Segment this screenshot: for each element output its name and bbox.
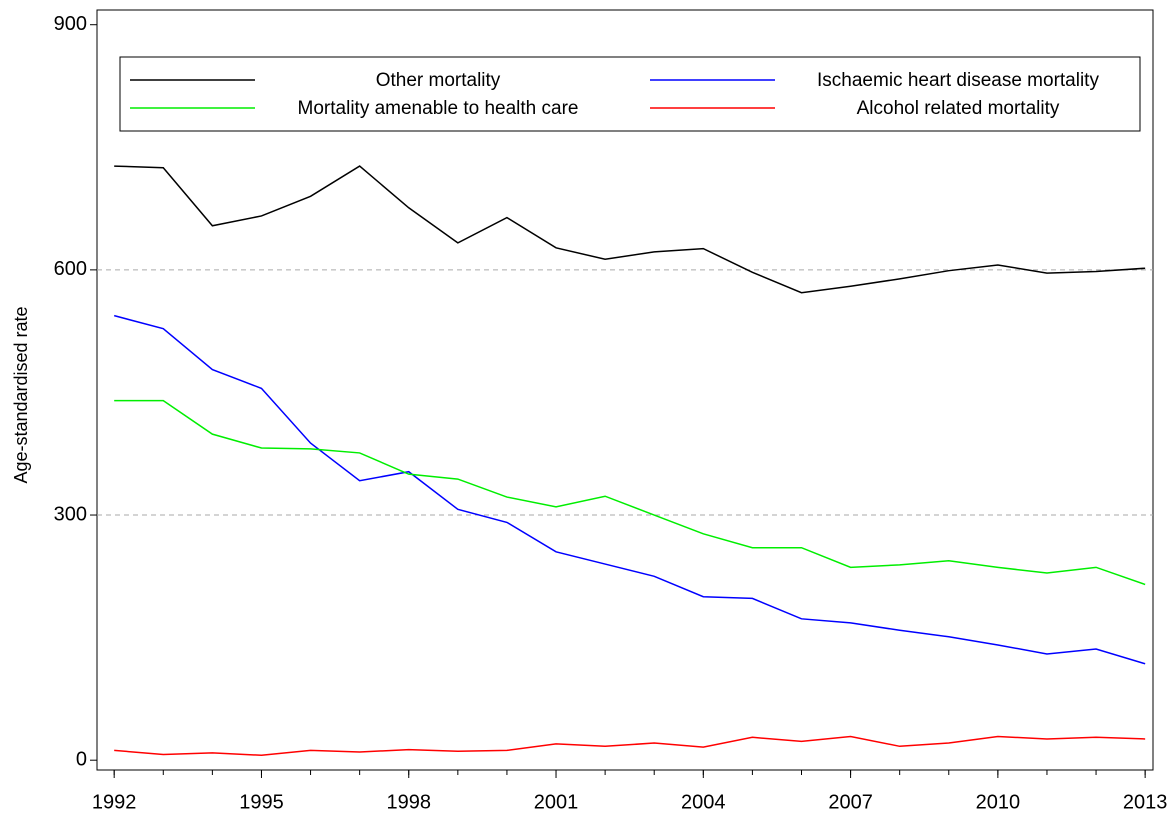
line-series [114, 399, 1146, 586]
x-tick-label: 2004 [681, 791, 726, 813]
y-axis-label: Age-standardised rate [11, 306, 31, 483]
line-series [113, 314, 1146, 665]
x-tick-label: 1998 [386, 791, 431, 813]
x-tick-label: 1992 [92, 791, 137, 813]
x-tick-label: 2001 [534, 791, 579, 813]
line-series [114, 735, 1146, 757]
x-tick-label: 2010 [976, 791, 1021, 813]
line-series [114, 165, 1146, 294]
y-tick-label: 300 [54, 503, 87, 525]
x-tick-label: 2007 [828, 791, 873, 813]
legend-label: Mortality amenable to health care [298, 98, 579, 119]
legend-label: Ischaemic heart disease mortality [817, 70, 1099, 91]
legend-label: Other mortality [376, 70, 501, 91]
x-tick-label: 2013 [1123, 791, 1168, 813]
legend-box [119, 56, 1141, 132]
y-tick-label: 0 [76, 748, 87, 770]
plot-frame [96, 9, 1154, 771]
y-tick-label: 900 [54, 13, 87, 35]
y-tick-label: 600 [54, 258, 87, 280]
x-tick-label: 1995 [239, 791, 284, 813]
legend-label: Alcohol related mortality [857, 98, 1060, 119]
